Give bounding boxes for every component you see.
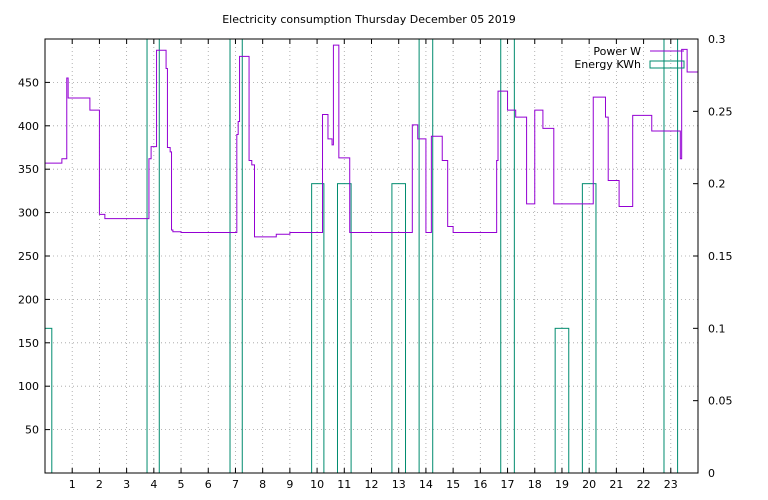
power-series-line <box>45 44 698 238</box>
x-tick-label: 2 <box>96 478 103 491</box>
y-left-tick-label: 400 <box>18 120 39 133</box>
y-left-tick-label: 450 <box>18 76 39 89</box>
y-right-tick-label: 0.15 <box>708 250 733 263</box>
energy-bar <box>44 327 53 474</box>
y-left-tick-label: 100 <box>18 380 39 393</box>
grid <box>45 39 698 473</box>
y-left-tick-label: 250 <box>18 250 39 263</box>
y-left-tick-label: 150 <box>18 337 39 350</box>
legend-label-energy: Energy KWh <box>574 58 641 71</box>
x-tick-label: 3 <box>123 478 130 491</box>
x-tick-label: 18 <box>528 478 542 491</box>
x-tick-label: 1 <box>69 478 76 491</box>
x-tick-label: 11 <box>337 478 351 491</box>
x-tick-label: 6 <box>205 478 212 491</box>
x-tick-label: 19 <box>555 478 569 491</box>
x-tick-label: 7 <box>232 478 239 491</box>
y-left-tick-label: 350 <box>18 163 39 176</box>
x-tick-label: 16 <box>473 478 487 491</box>
x-tick-label: 9 <box>286 478 293 491</box>
y-right-tick-label: 0.25 <box>708 105 733 118</box>
legend-swatch-energy <box>649 60 685 69</box>
y-right-tick-label: 0.2 <box>708 178 726 191</box>
x-tick-label: 15 <box>446 478 460 491</box>
y-right-tick-label: 0.1 <box>708 322 726 335</box>
x-tick-label: 4 <box>150 478 157 491</box>
x-tick-label: 13 <box>392 478 406 491</box>
legend: Power W Energy KWh <box>574 45 685 71</box>
y-right-tick-label: 0.05 <box>708 395 733 408</box>
x-tick-label: 10 <box>310 478 324 491</box>
y-left-tick-label: 50 <box>25 424 39 437</box>
x-tick-label: 22 <box>637 478 651 491</box>
axis-ticks: 1 2 3 4 5 6 7 8 9 10 11 12 13 14 15 16 17 18 19 20 21 22 23501… <box>18 33 733 491</box>
power-line <box>45 44 698 238</box>
x-tick-label: 20 <box>582 478 596 491</box>
energy-bar <box>229 38 243 474</box>
y-left-tick-label: 300 <box>18 207 39 220</box>
y-right-tick-label: 0 <box>708 467 715 480</box>
x-tick-label: 8 <box>259 478 266 491</box>
x-tick-label: 17 <box>501 478 515 491</box>
x-tick-label: 5 <box>178 478 185 491</box>
x-tick-label: 12 <box>365 478 379 491</box>
x-tick-label: 14 <box>419 478 433 491</box>
y-left-tick-label: 200 <box>18 293 39 306</box>
y-right-tick-label: 0.3 <box>708 33 726 46</box>
x-tick-label: 21 <box>609 478 623 491</box>
legend-label-power: Power W <box>593 45 641 58</box>
x-tick-label: 23 <box>664 478 678 491</box>
chart-title: Electricity consumption Thursday Decembe… <box>222 13 516 26</box>
